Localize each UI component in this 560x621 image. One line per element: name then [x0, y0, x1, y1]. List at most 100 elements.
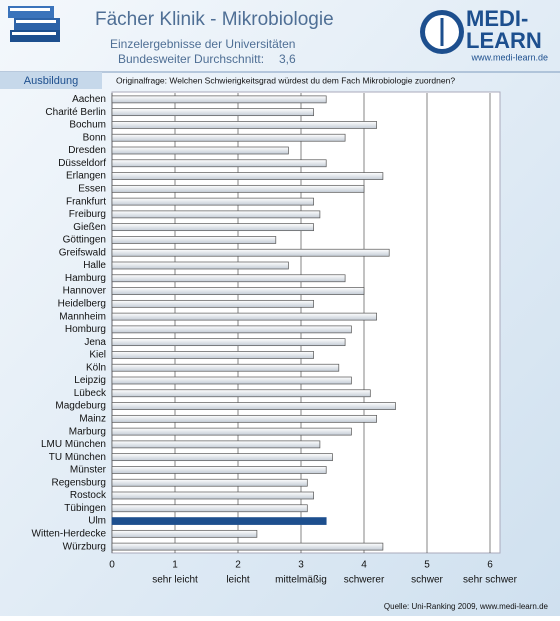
bar [111, 376, 352, 385]
y-tick-label: Lübeck [74, 388, 107, 399]
average-value: 3,6 [279, 52, 296, 66]
question: Originalfrage: Welchen Schwierigkeitsgra… [116, 75, 455, 85]
bar [111, 325, 352, 334]
y-tick-label: Dresden [68, 145, 106, 156]
y-tick-label: Freiburg [69, 209, 106, 220]
y-tick-label: Mannheim [59, 311, 106, 322]
y-tick-label: Göttingen [63, 235, 106, 246]
y-tick-label: Rostock [70, 490, 107, 501]
y-tick-label: Bonn [83, 132, 106, 143]
y-tick-label: Frankfurt [66, 196, 106, 207]
logo-top: MEDI- [466, 6, 528, 31]
y-tick-label: Homburg [65, 324, 106, 335]
x-tick-label: 3 [298, 560, 304, 571]
y-tick-label: Aachen [72, 94, 106, 105]
bar [111, 402, 396, 410]
y-tick-label: Erlangen [66, 171, 106, 182]
book-icon [8, 6, 60, 42]
subtitle: Einzelergebnisse der Universitäten [110, 37, 295, 51]
y-tick-label: Bochum [69, 120, 106, 131]
x-tick-description: schwer [411, 575, 443, 586]
bar [111, 466, 327, 474]
bar [111, 159, 327, 168]
y-tick-label: Ulm [88, 516, 106, 527]
average-text: Bundesweiter Durchschnitt: [118, 52, 264, 66]
y-tick-label: LMU München [41, 439, 106, 450]
tab: Ausbildung [24, 75, 78, 87]
y-tick-label: Kiel [89, 350, 106, 361]
y-tick-label: Würzburg [63, 541, 106, 552]
bar [111, 542, 384, 551]
y-tick-label: Gießen [73, 222, 106, 233]
y-tick-label: Tübingen [64, 503, 106, 514]
bar [111, 248, 390, 257]
y-tick-label: TU München [49, 452, 106, 463]
bar [111, 95, 327, 104]
bar [111, 146, 289, 155]
x-tick-label: 4 [361, 560, 367, 571]
bar [111, 184, 365, 193]
y-tick-label: Greifswald [59, 247, 106, 258]
y-tick-label: Köln [86, 362, 106, 373]
y-tick-label: Mainz [79, 413, 106, 424]
bar [111, 261, 289, 270]
bar [111, 312, 377, 321]
bar [111, 389, 371, 398]
bar [111, 299, 314, 308]
y-tick-label: Regensburg [52, 477, 106, 488]
bar [111, 121, 377, 129]
x-tick-label: 6 [487, 560, 493, 571]
bar [111, 427, 352, 436]
logo-bottom: LEARN [466, 28, 542, 53]
x-tick-description: leicht [226, 575, 250, 586]
bar [111, 274, 346, 283]
y-tick-label: Hamburg [65, 273, 106, 284]
y-tick-label: Heidelberg [58, 298, 106, 309]
y-tick-label: Marburg [69, 426, 106, 437]
bar [111, 504, 308, 513]
x-tick-description: sehr schwer [463, 575, 518, 586]
bar [111, 351, 314, 359]
y-tick-label: Charité Berlin [45, 107, 106, 118]
bar [111, 287, 365, 295]
bar [111, 517, 327, 525]
x-tick-label: 5 [424, 560, 430, 571]
bar [111, 478, 308, 487]
y-tick-label: Essen [78, 183, 106, 194]
bar [111, 210, 321, 219]
tab-bg [0, 72, 102, 89]
bar [111, 529, 258, 538]
y-tick-label: Jena [84, 337, 106, 348]
x-tick-label: 0 [109, 560, 115, 571]
y-tick-label: Leipzig [74, 375, 106, 386]
x-tick-label: 1 [172, 560, 178, 571]
y-tick-label: Witten-Herdecke [32, 528, 107, 539]
y-tick-label: Hannover [63, 286, 107, 297]
x-tick-description: schwerer [344, 575, 385, 586]
bar [111, 363, 340, 372]
y-tick-label: Düsseldorf [58, 158, 106, 169]
x-tick-label: 2 [235, 560, 241, 571]
y-tick-label: Münster [70, 465, 107, 476]
source: Quelle: Uni-Ranking 2009, www.medi-learn… [384, 602, 549, 611]
bar [111, 338, 346, 347]
x-tick-description: sehr leicht [152, 575, 198, 586]
bar [111, 453, 333, 462]
bar [111, 414, 377, 423]
bar [111, 108, 314, 117]
x-tick-description: mittelmäßig [275, 575, 327, 586]
logo-url: www.medi-learn.de [470, 52, 548, 62]
plot-area [111, 91, 501, 554]
bar [111, 133, 346, 142]
bar [111, 491, 314, 500]
bar [111, 236, 277, 244]
bar [111, 223, 314, 232]
bar [111, 172, 384, 180]
bar [111, 197, 314, 206]
bar [111, 440, 321, 449]
y-tick-label: Magdeburg [55, 401, 106, 412]
y-tick-label: Halle [83, 260, 106, 271]
title: Fächer Klinik - Mikrobiologie [95, 9, 334, 30]
